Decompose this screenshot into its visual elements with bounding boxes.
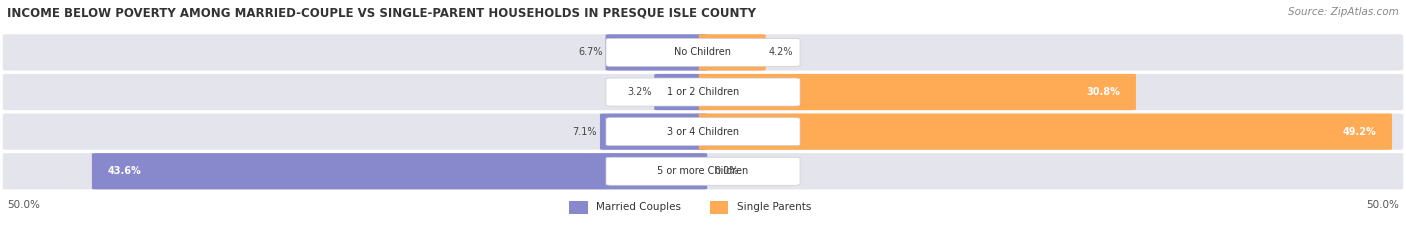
Text: 49.2%: 49.2%: [1343, 127, 1376, 137]
FancyBboxPatch shape: [600, 113, 707, 150]
Text: 43.6%: 43.6%: [107, 166, 141, 176]
FancyBboxPatch shape: [91, 153, 707, 189]
Text: INCOME BELOW POVERTY AMONG MARRIED-COUPLE VS SINGLE-PARENT HOUSEHOLDS IN PRESQUE: INCOME BELOW POVERTY AMONG MARRIED-COUPL…: [7, 7, 756, 20]
Text: 1 or 2 Children: 1 or 2 Children: [666, 87, 740, 97]
Text: 4.2%: 4.2%: [769, 48, 793, 57]
FancyBboxPatch shape: [606, 34, 707, 71]
FancyBboxPatch shape: [606, 38, 800, 66]
Text: Single Parents: Single Parents: [737, 202, 811, 212]
FancyBboxPatch shape: [3, 74, 1403, 110]
Text: Source: ZipAtlas.com: Source: ZipAtlas.com: [1288, 7, 1399, 17]
FancyBboxPatch shape: [699, 113, 1392, 150]
Text: No Children: No Children: [675, 48, 731, 57]
FancyBboxPatch shape: [569, 201, 588, 214]
Text: 50.0%: 50.0%: [1367, 200, 1399, 210]
FancyBboxPatch shape: [606, 78, 800, 106]
FancyBboxPatch shape: [3, 113, 1403, 150]
FancyBboxPatch shape: [710, 201, 728, 214]
Text: 50.0%: 50.0%: [7, 200, 39, 210]
Text: 30.8%: 30.8%: [1087, 87, 1121, 97]
FancyBboxPatch shape: [3, 34, 1403, 71]
Text: 0.0%: 0.0%: [714, 166, 738, 176]
FancyBboxPatch shape: [3, 153, 1403, 189]
FancyBboxPatch shape: [699, 34, 766, 71]
FancyBboxPatch shape: [606, 118, 800, 146]
FancyBboxPatch shape: [606, 157, 800, 185]
Text: Married Couples: Married Couples: [596, 202, 681, 212]
FancyBboxPatch shape: [699, 74, 1136, 110]
FancyBboxPatch shape: [654, 74, 707, 110]
Text: 6.7%: 6.7%: [578, 48, 603, 57]
Text: 3.2%: 3.2%: [627, 87, 651, 97]
Text: 3 or 4 Children: 3 or 4 Children: [666, 127, 740, 137]
Text: 7.1%: 7.1%: [572, 127, 598, 137]
Text: 5 or more Children: 5 or more Children: [658, 166, 748, 176]
